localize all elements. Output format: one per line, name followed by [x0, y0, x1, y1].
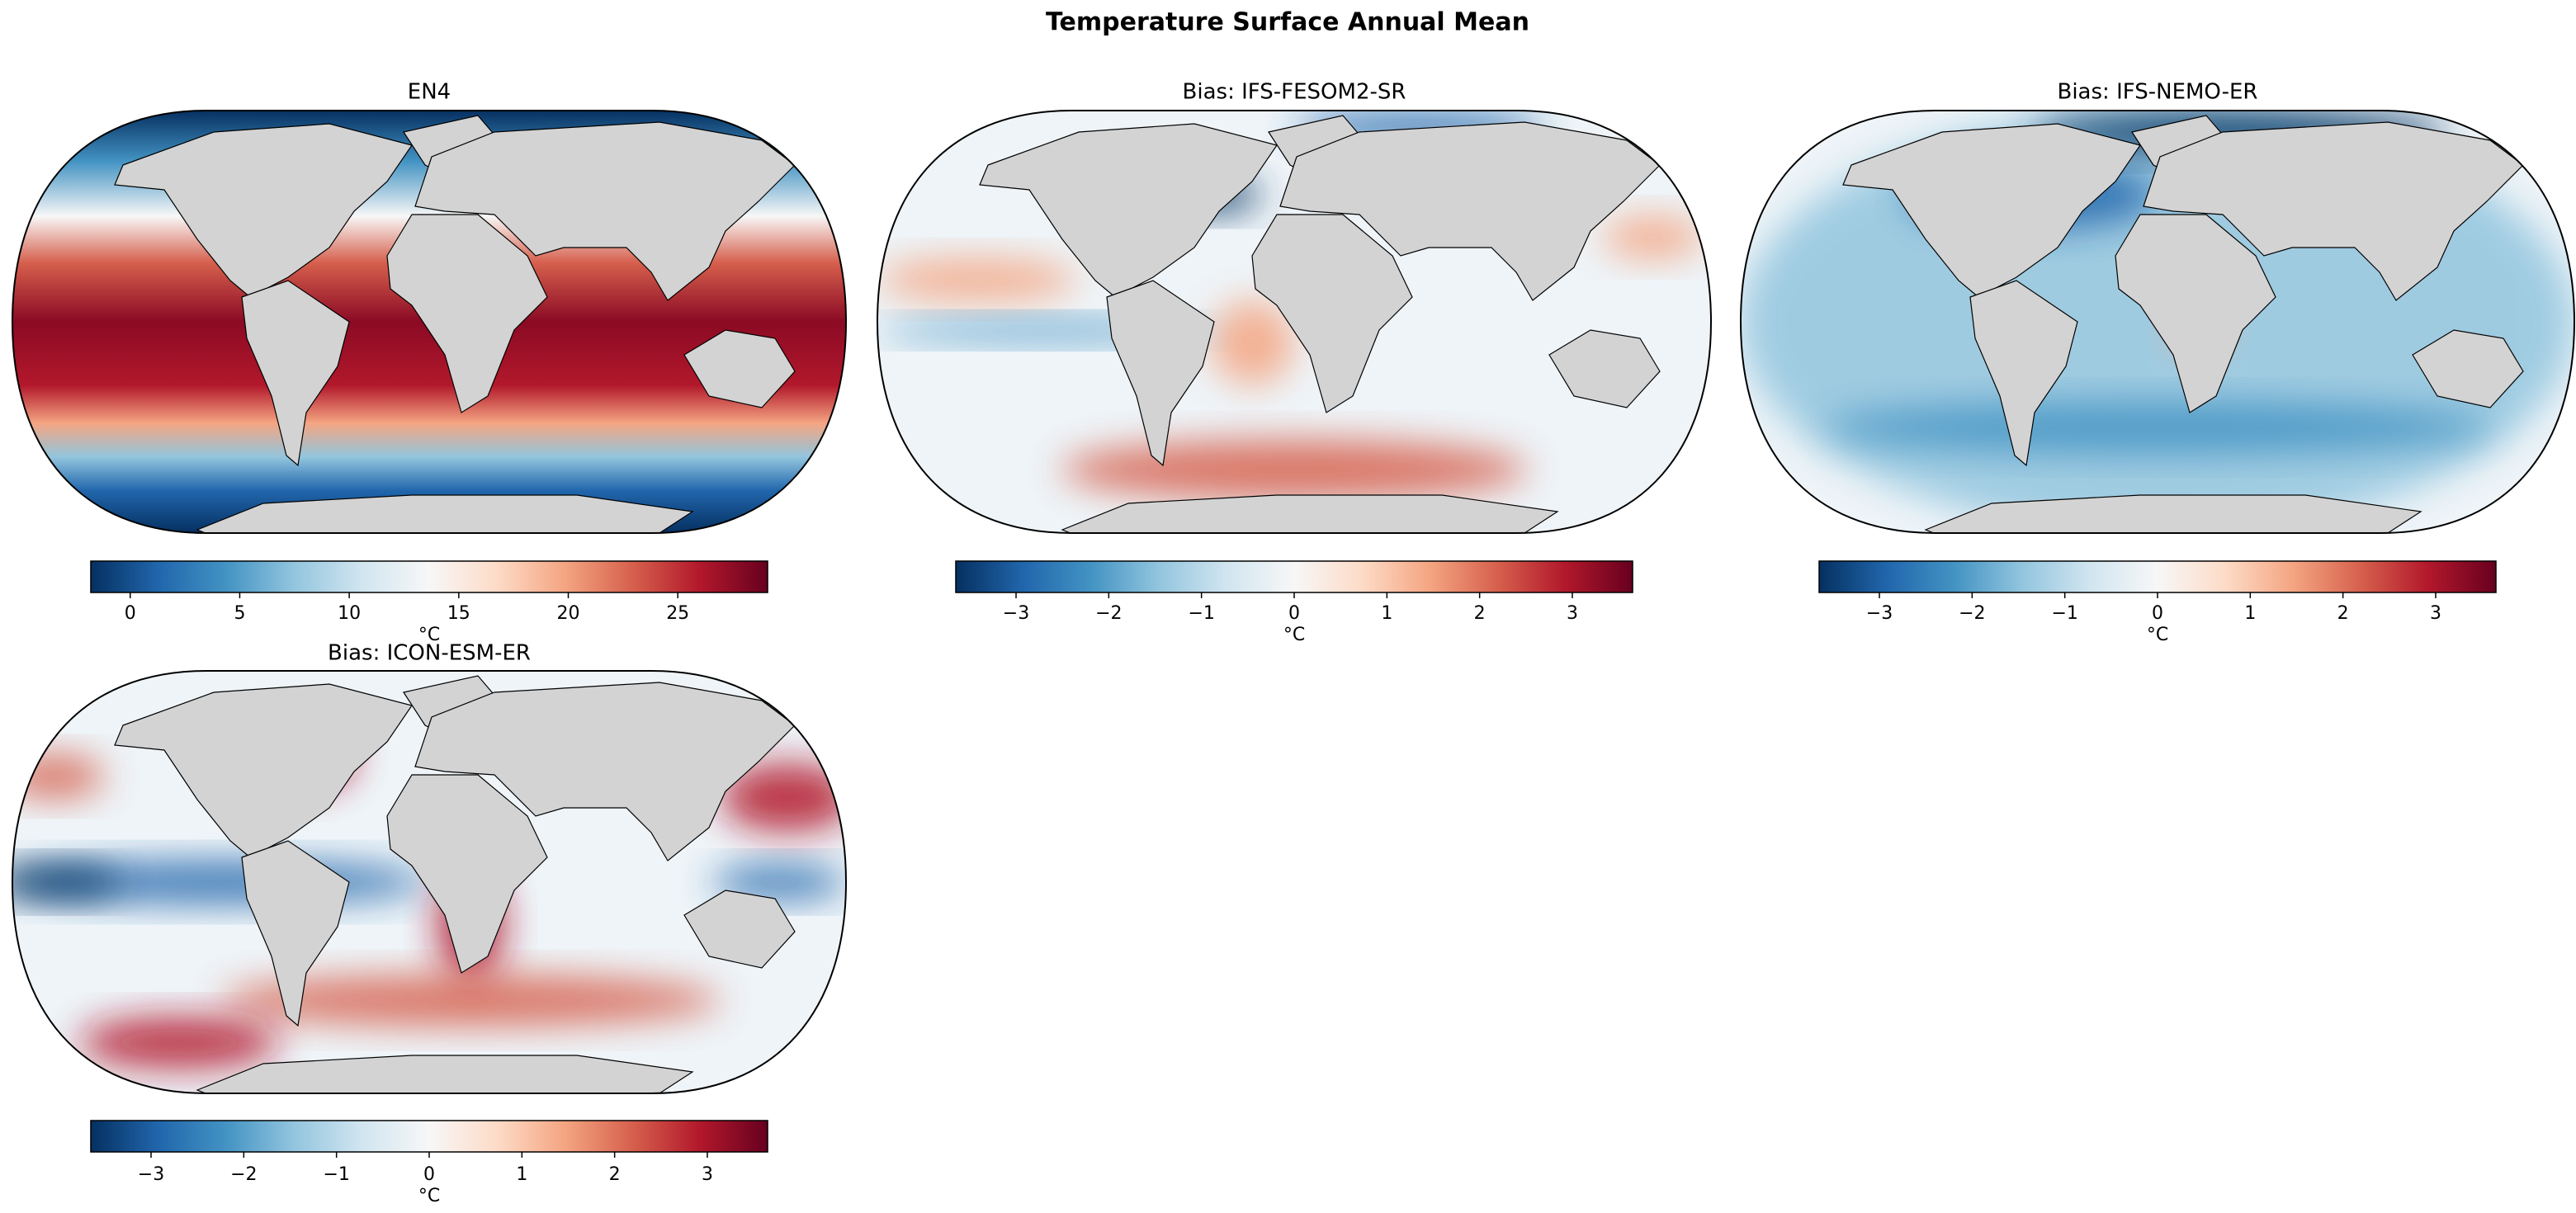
colorbar-label: °C [418, 1186, 440, 1206]
land [386, 774, 548, 974]
colorbar-tick-label: 2 [1474, 603, 1486, 624]
land [683, 329, 796, 408]
sea-anomaly [78, 1017, 280, 1069]
map-outline [1739, 110, 2576, 534]
map [12, 111, 846, 533]
map [1741, 111, 2574, 533]
panel-title: EN4 [408, 80, 451, 105]
colorbar-tick-label: −3 [138, 1164, 164, 1185]
sea-anomaly [1602, 216, 1703, 259]
colorbar-tick-label: −2 [1959, 603, 1985, 624]
land [1924, 494, 2422, 533]
land [683, 890, 796, 969]
sea-anomaly [721, 763, 846, 832]
colorbar-tick-label: 0 [2152, 603, 2163, 624]
sea-anomaly [1211, 300, 1294, 385]
land [1061, 494, 1559, 533]
sea-anomaly [877, 258, 1078, 301]
land [2143, 121, 2524, 301]
colorbar-tick-label: −1 [1188, 603, 1214, 624]
land [196, 494, 694, 533]
sea-anomaly [12, 865, 121, 899]
colorbar-tick-label: −1 [323, 1164, 349, 1185]
land [1279, 121, 1661, 301]
land [1548, 329, 1661, 408]
colorbar [90, 560, 768, 593]
colorbar-tick-label: 20 [557, 603, 580, 624]
map-outline [876, 110, 1713, 534]
colorbar-tick-label: −2 [1095, 603, 1122, 624]
colorbar-label: °C [418, 625, 440, 645]
colorbar-tick-label: 10 [338, 603, 361, 624]
colorbar-tick-label: 3 [2430, 603, 2441, 624]
colorbar-tick-label: 2 [2337, 603, 2349, 624]
panel-title: Bias: IFS-NEMO-ER [2058, 80, 2258, 105]
colorbar-tick-label: 3 [702, 1164, 713, 1185]
land [114, 123, 413, 298]
colorbar-tick-label: 2 [609, 1164, 621, 1185]
colorbar-tick-label: 1 [1381, 603, 1392, 624]
colorbar-tick-label: 15 [447, 603, 470, 624]
colorbar-tick-label: 25 [666, 603, 689, 624]
sea-anomaly [712, 865, 846, 899]
land [414, 121, 796, 301]
colorbar-tick-label: 5 [234, 603, 245, 624]
land [114, 683, 413, 858]
land [1969, 280, 2078, 467]
colorbar-tick-label: −3 [1003, 603, 1029, 624]
colorbar [1818, 560, 2497, 593]
land [1842, 123, 2141, 298]
colorbar-tick-label: 0 [423, 1164, 435, 1185]
land [2412, 329, 2524, 408]
sea-anomaly [1061, 440, 1528, 500]
colorbar [90, 1120, 768, 1153]
colorbar [955, 560, 1633, 593]
land [241, 840, 350, 1027]
colorbar-tick-label: −3 [1866, 603, 1893, 624]
land [196, 1055, 694, 1093]
map-outline [11, 670, 848, 1094]
figure-title: Temperature Surface Annual Mean [1046, 8, 1529, 37]
colorbar-tick-label: 1 [2244, 603, 2256, 624]
colorbar-tick-label: −2 [230, 1164, 257, 1185]
map [12, 671, 846, 1093]
sea-anomaly [12, 755, 105, 798]
sea-anomaly [220, 975, 721, 1027]
sea-anomaly [1824, 402, 2491, 453]
colorbar-tick-label: −1 [2051, 603, 2077, 624]
colorbar-tick-label: 3 [1567, 603, 1578, 624]
colorbar-tick-label: 0 [125, 603, 136, 624]
land [1106, 280, 1215, 467]
colorbar-label: °C [2147, 625, 2168, 645]
land [241, 280, 350, 467]
colorbar-tick-label: 1 [516, 1164, 527, 1185]
panel-title: Bias: ICON-ESM-ER [328, 641, 531, 666]
land [386, 214, 548, 413]
map [877, 111, 1711, 533]
land [1251, 214, 1413, 413]
land [979, 123, 1278, 298]
panel-title: Bias: IFS-FESOM2-SR [1183, 80, 1406, 105]
land [414, 682, 796, 861]
colorbar-label: °C [1283, 625, 1305, 645]
map-outline [11, 110, 848, 534]
land [2115, 214, 2276, 413]
colorbar-tick-label: 0 [1288, 603, 1300, 624]
